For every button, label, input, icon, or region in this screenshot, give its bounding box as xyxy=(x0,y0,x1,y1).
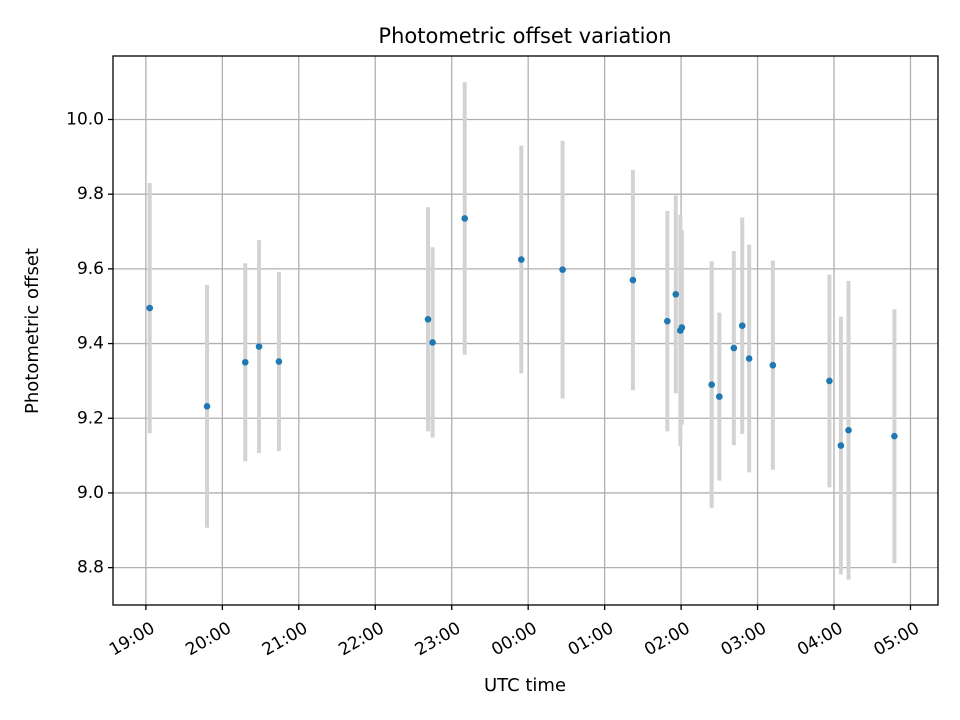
y-axis-label: Photometric offset xyxy=(22,248,43,414)
errorbar-layer xyxy=(147,82,897,580)
x-tick-label: 05:00 xyxy=(871,618,923,660)
data-point xyxy=(517,256,525,263)
data-point xyxy=(708,381,715,388)
data-point xyxy=(424,315,432,323)
data-point xyxy=(837,442,845,449)
data-point xyxy=(146,304,154,312)
x-tick-label: 04:00 xyxy=(794,618,846,660)
tick-layer: 19:00 20:00 21:00 22:00 23:00 00:00 01:00 02:00… xyxy=(66,109,923,660)
plot-frame xyxy=(112,55,939,606)
grid-layer xyxy=(113,56,938,605)
data-point xyxy=(738,322,746,329)
data-point xyxy=(559,266,566,273)
y-tick-label: 10.0 xyxy=(66,109,104,129)
x-tick-label: 22:00 xyxy=(335,618,387,660)
x-tick-label: 20:00 xyxy=(182,618,234,660)
data-point xyxy=(241,358,249,366)
data-point xyxy=(429,339,436,346)
y-tick-label: 8.8 xyxy=(77,558,104,578)
y-tick-label: 9.2 xyxy=(77,408,104,428)
chart-title: Photometric offset variation xyxy=(378,24,671,48)
y-tick-label: 9.4 xyxy=(77,334,104,354)
x-tick-label: 23:00 xyxy=(412,618,464,660)
data-point xyxy=(845,426,852,434)
x-tick-label: 01:00 xyxy=(565,618,617,660)
data-point xyxy=(745,355,753,362)
data-point xyxy=(891,432,898,440)
point-layer xyxy=(146,215,898,449)
data-point xyxy=(826,377,833,385)
x-axis-label: UTC time xyxy=(484,675,566,696)
x-tick-label: 19:00 xyxy=(106,618,158,660)
x-tick-label: 00:00 xyxy=(488,618,540,660)
x-tick-label: 02:00 xyxy=(641,618,693,660)
data-point xyxy=(203,403,211,410)
data-point xyxy=(769,361,777,369)
data-point xyxy=(461,215,469,222)
y-tick-label: 9.8 xyxy=(77,184,104,204)
x-tick-label: 21:00 xyxy=(259,618,311,660)
data-point xyxy=(730,344,738,352)
data-point xyxy=(664,317,671,325)
data-point xyxy=(716,393,723,400)
data-point xyxy=(672,290,680,298)
data-point xyxy=(678,324,686,331)
data-point xyxy=(275,358,283,365)
y-tick-label: 9.6 xyxy=(77,259,104,279)
x-tick-label: 03:00 xyxy=(718,618,770,660)
data-point xyxy=(255,343,263,350)
data-point xyxy=(629,276,637,284)
y-tick-label: 9.0 xyxy=(77,483,104,503)
